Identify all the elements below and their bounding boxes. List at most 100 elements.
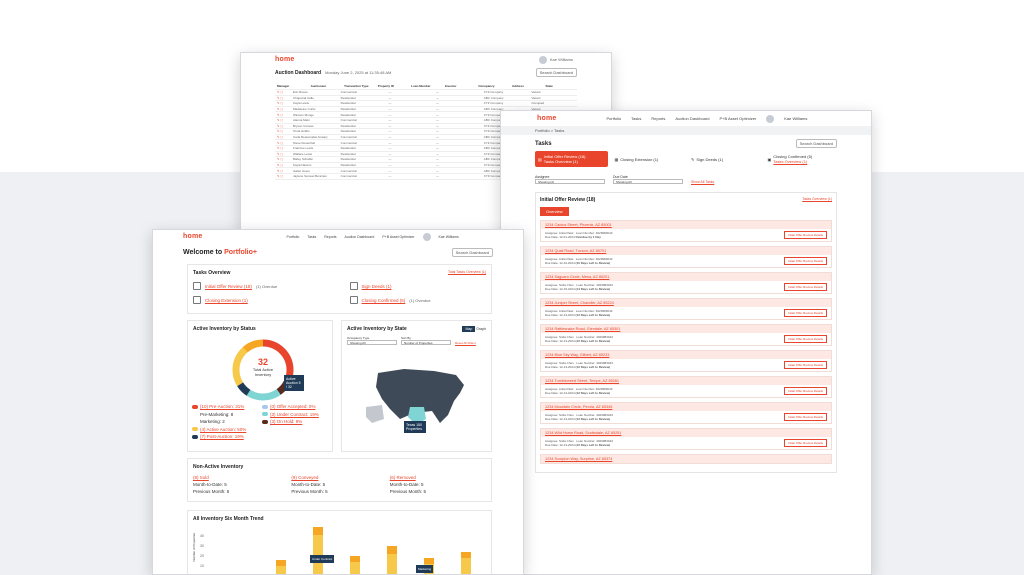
task-address-link[interactable]: 1234 Juniper Street, Chandler, AZ 85224 [545, 301, 614, 305]
column-header[interactable]: Transaction Type [344, 84, 369, 88]
us-map[interactable] [364, 363, 474, 433]
conveyed-link[interactable]: (9) Conveyed [291, 475, 319, 480]
table-row[interactable]: ✎ ▢ Erin Russo Commercial — — XYZ Company Vaca… [275, 90, 577, 96]
occupancy-select[interactable]: Showing All [347, 340, 397, 345]
closing-confirmed-item[interactable]: Closing Confirmed (5) (1) Overdue [349, 296, 487, 304]
trend-bar-segment[interactable] [276, 565, 286, 574]
user-avatar[interactable] [766, 114, 775, 123]
legend-item[interactable]: (7) Post-Auction: 19% [192, 433, 262, 441]
trend-bar-segment[interactable] [461, 557, 471, 574]
task-address-link[interactable]: 1234 Scorpion Way, Surprise, AZ 85374 [545, 457, 613, 461]
trend-bar-segment[interactable] [276, 559, 286, 566]
offer-review-details-button[interactable]: Initial Offer Review Details [783, 439, 827, 447]
column-header[interactable]: Property ID [377, 84, 394, 88]
legend-item[interactable]: (4) Active Auction: 50% [192, 426, 262, 434]
chip-closing-extension[interactable]: ▦ Closing Extension (1) [612, 151, 685, 167]
column-header[interactable]: Address [511, 84, 524, 88]
legend-item[interactable]: (3) Under Contract: 19% [262, 411, 332, 419]
task-address-link[interactable]: 1234 Quail Road, Tucson, AZ 85701 [545, 249, 607, 253]
user-avatar[interactable] [538, 55, 547, 64]
map-toggle[interactable]: Map [462, 326, 476, 332]
trend-bar-segment[interactable] [387, 546, 397, 555]
task-address-link[interactable]: 1234 Wild Horse Road, Scottsdale, AZ 852… [545, 431, 622, 435]
removed-link[interactable]: (6) Removed [389, 475, 416, 480]
donut-segment-under-contract[interactable] [232, 339, 294, 401]
chip-initial-offer-review[interactable]: ▤ Initial Offer Review (18) Tasks Overvie… [535, 151, 608, 167]
nav-portfolio[interactable]: Portfolio [286, 234, 300, 239]
home-logo[interactable]: home [183, 233, 203, 240]
search-input[interactable]: Search Dashboard [535, 68, 577, 77]
edit-icon[interactable]: ✎ ▢ [277, 140, 284, 145]
chip-sign-deeds[interactable]: ✎ Sign Deeds (1) [688, 151, 761, 167]
column-header[interactable]: Auctioneer [310, 84, 327, 88]
edit-icon[interactable]: ✎ ▢ [277, 163, 284, 168]
offer-review-details-button[interactable]: Initial Offer Review Details [783, 257, 827, 265]
column-header[interactable]: Investor [444, 84, 457, 88]
table-row[interactable]: ✎ ▢ Chaparral Calle Residential — — ABC Compa… [275, 96, 577, 102]
task-address-link[interactable]: 1234 Rattlesnake Road, Glendale, AZ 8530… [545, 327, 621, 331]
tasks-overview-link[interactable]: Tasks Overview (1) [802, 197, 832, 201]
nav-tasks[interactable]: Tasks [307, 234, 317, 239]
edit-icon[interactable]: ✎ ▢ [277, 157, 284, 162]
user-avatar[interactable] [422, 232, 431, 241]
nav-auction-dashboard[interactable]: Auction Dashboard [675, 116, 710, 121]
nav-reports[interactable]: Reports [651, 116, 666, 121]
offer-review-details-button[interactable]: Initial Offer Review Details [783, 413, 827, 421]
search-input[interactable]: Search Dashboard [795, 138, 837, 148]
chip-closing-confirmed[interactable]: ▣ Closing Confirmed (5) Tasks Overview (1… [765, 151, 838, 167]
task-address-link[interactable]: 1234 Cactus Street, Phoenix, AZ 85001 [545, 223, 612, 227]
sort-select[interactable]: Number of Properties [401, 340, 451, 345]
trend-bar-segment[interactable] [461, 552, 471, 558]
initial-offer-review-item[interactable]: Initial Offer Review (18) (1) Overdue [193, 282, 330, 290]
edit-icon[interactable]: ✎ ▢ [277, 135, 284, 140]
offer-review-details-button[interactable]: Initial Offer Review Details [783, 361, 827, 369]
edit-icon[interactable]: ✎ ▢ [277, 112, 284, 117]
column-header[interactable]: Occupancy [478, 84, 495, 88]
edit-icon[interactable]: ✎ ▢ [277, 101, 284, 106]
trend-bar-segment[interactable] [424, 557, 434, 564]
closing-extension-item[interactable]: Closing Extension (1) [193, 296, 330, 304]
nav-asset-optimizer[interactable]: P+B Asset Optimizer [719, 116, 757, 121]
task-address-link[interactable]: 1234 Tumbleweed Street, Tempe, AZ 85281 [545, 379, 620, 383]
edit-icon[interactable]: ✎ ▢ [277, 174, 284, 179]
search-input[interactable]: Search Dashboard [451, 248, 493, 257]
trend-bar-segment[interactable] [313, 534, 323, 574]
due-date-select[interactable]: Showing All [613, 179, 683, 184]
task-address-link[interactable]: 1234 Mountain Circle, Peoria, AZ 85345 [545, 405, 613, 409]
offer-review-details-button[interactable]: Initial Offer Review Details [783, 335, 827, 343]
edit-icon[interactable]: ✎ ▢ [277, 151, 284, 156]
trend-bar-segment[interactable] [387, 554, 397, 574]
edit-icon[interactable]: ✎ ▢ [277, 129, 284, 134]
nav-portfolio[interactable]: Portfolio [606, 116, 622, 121]
column-header[interactable]: Manager [277, 84, 290, 88]
nav-reports[interactable]: Reports [324, 234, 337, 239]
table-row[interactable]: ✎ ▢ Kayla Lewis Residential — — XYZ Company Oc… [275, 101, 577, 107]
graph-toggle[interactable]: Graph [476, 327, 486, 331]
breadcrumb[interactable]: Portfolio > Tasks [501, 126, 871, 135]
edit-icon[interactable]: ✎ ▢ [277, 90, 284, 95]
nav-asset-optimizer[interactable]: P+B Asset Optimizer [382, 234, 415, 239]
home-logo[interactable]: home [275, 56, 295, 63]
legend-item[interactable]: (10) Pre-Auction: 31% [192, 403, 262, 411]
edit-icon[interactable]: ✎ ▢ [277, 123, 284, 128]
trend-bar-segment[interactable] [313, 527, 323, 535]
edit-icon[interactable]: ✎ ▢ [277, 146, 284, 151]
edit-icon[interactable]: ✎ ▢ [277, 95, 284, 100]
tab-overview[interactable]: Overview [540, 207, 569, 216]
texas-shape[interactable] [408, 407, 426, 425]
alaska-shape[interactable] [366, 405, 384, 423]
edit-icon[interactable]: ✎ ▢ [277, 168, 284, 173]
donut-segment-offer[interactable] [232, 339, 294, 401]
legend-item[interactable]: (0) Offer Accepted: 0% [262, 403, 332, 411]
column-header[interactable]: Loan Number [411, 84, 431, 88]
table-row[interactable]: ✎ ▢ Madeleine Curtis Residential — — ABC Comp… [275, 107, 577, 113]
nav-auction-dashboard[interactable]: Auction Dashboard [344, 234, 375, 239]
home-logo[interactable]: home [537, 115, 557, 122]
offer-review-details-button[interactable]: Initial Offer Review Details [783, 387, 827, 395]
reset-filters-link[interactable]: Reset All Filters [455, 341, 476, 345]
show-all-tasks-link[interactable]: Show All Tasks [691, 180, 715, 184]
offer-review-details-button[interactable]: Initial Offer Review Details [783, 231, 827, 239]
sign-deeds-item[interactable]: Sign Deeds (1) [349, 282, 487, 290]
offer-review-details-button[interactable]: Initial Offer Review Details [783, 283, 827, 291]
column-header[interactable]: State [545, 84, 553, 88]
